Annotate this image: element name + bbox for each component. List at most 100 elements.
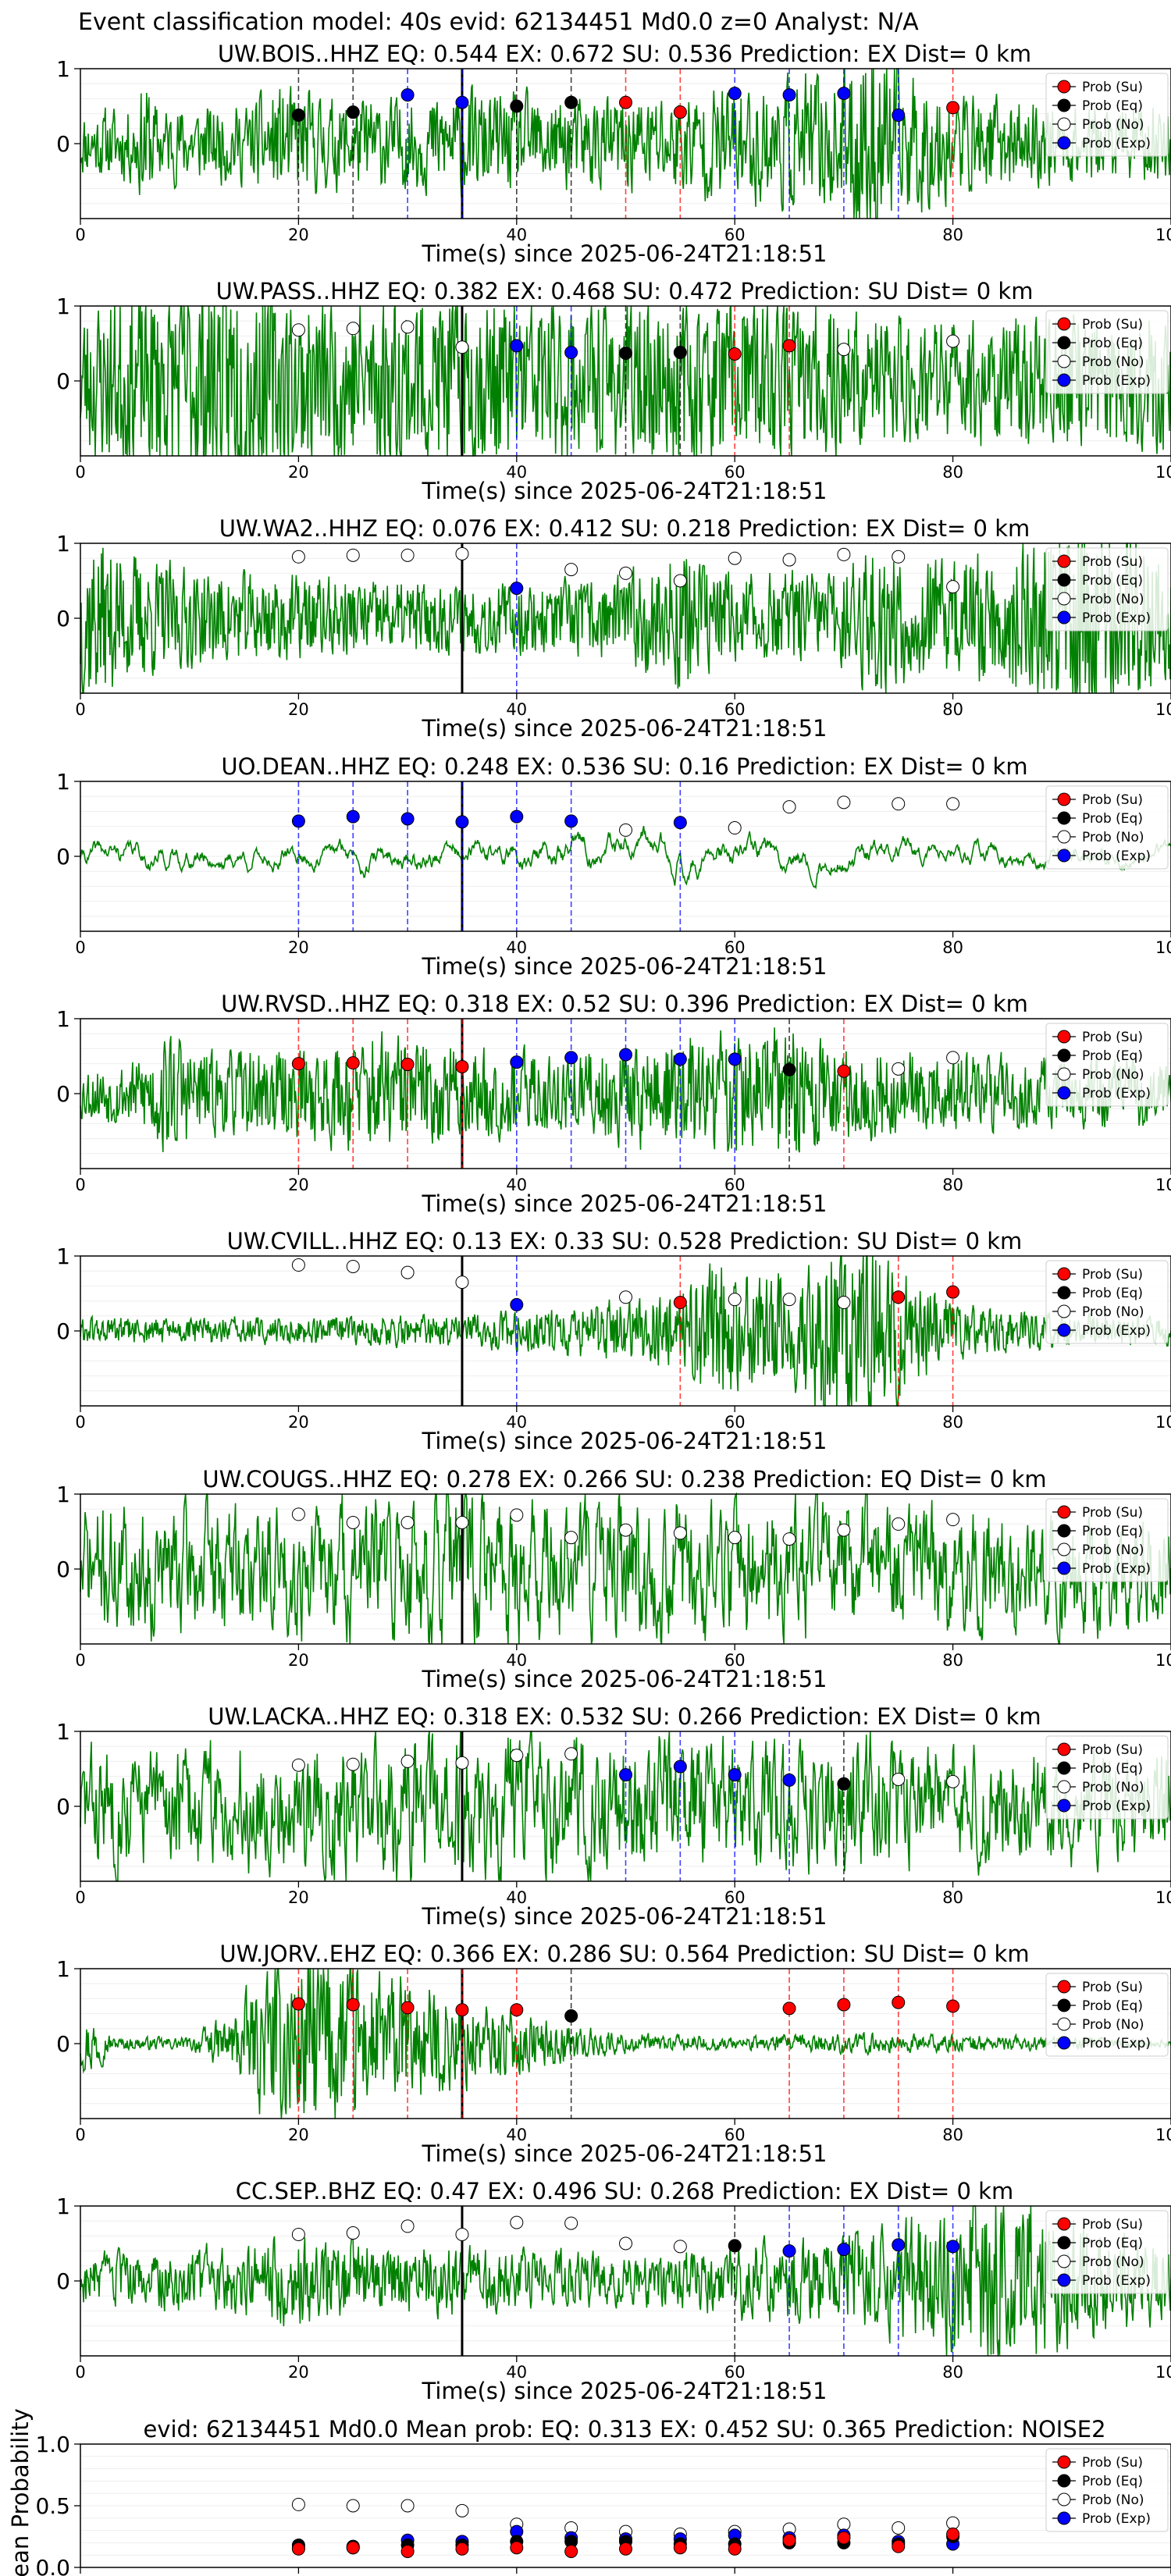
prob-marker-no (564, 1531, 578, 1545)
panel-title: UW.JORV..EHZ EQ: 0.366 EX: 0.286 SU: 0.5… (219, 1941, 1029, 1967)
panel-UW.CVILL..HHZ: UW.CVILL..HHZ EQ: 0.13 EX: 0.33 SU: 0.52… (56, 1228, 1171, 1454)
panel-UW.WA2..HHZ: UW.WA2..HHZ EQ: 0.076 EX: 0.412 SU: 0.21… (56, 515, 1171, 742)
x-tick-label: 40 (506, 1651, 527, 1670)
panel-mean-probability: evid: 62134451 Md0.0 Mean prob: EQ: 0.31… (7, 2408, 1171, 2576)
x-tick-label: 60 (724, 1888, 746, 1907)
x-tick-label: 20 (288, 1176, 309, 1194)
prob-marker-no (455, 1515, 469, 1529)
x-tick-label: 20 (288, 463, 309, 482)
x-tick-label: 40 (506, 2126, 527, 2144)
legend-marker-no (1057, 2017, 1071, 2031)
prob-marker-su (619, 95, 632, 109)
legend-label-eq: Prob (Eq) (1082, 1286, 1143, 1301)
x-tick-label: 60 (724, 2126, 746, 2144)
prob-marker-su (946, 101, 960, 115)
prob-marker-no (619, 2236, 632, 2250)
prob-marker-eq (782, 1062, 796, 1076)
x-tick-label: 60 (724, 463, 746, 482)
legend-label-su: Prob (Su) (1082, 1267, 1143, 1283)
x-axis-label: Time(s) since 2025-06-24T21:18:51 (422, 1666, 828, 1692)
prob-marker-no (619, 1523, 632, 1537)
legend-box-0 (1045, 73, 1169, 157)
x-tick-label: 20 (288, 226, 309, 244)
prob-marker-no (892, 797, 906, 811)
prob-marker-exp (564, 346, 578, 360)
prob-marker-no (673, 574, 687, 588)
y-tick-label: 1 (56, 2194, 70, 2219)
legend-label-su: Prob (Su) (1082, 1980, 1143, 1995)
panel-title: CC.SEP..BHZ EQ: 0.47 EX: 0.496 SU: 0.268… (236, 2178, 1013, 2204)
legend-box-10 (1045, 2448, 1169, 2532)
prob-marker-no (400, 1265, 415, 1279)
x-tick-label: 100 (1155, 1651, 1171, 1670)
prob-marker-no (564, 2216, 578, 2230)
legend-marker-exp (1057, 136, 1071, 150)
x-tick-label: 80 (942, 2363, 963, 2382)
x-tick-label: 0 (75, 1651, 85, 1670)
legend-marker-eq (1057, 1286, 1071, 1300)
x-tick-label: 0 (75, 2574, 85, 2576)
prob-marker-eq (673, 346, 687, 360)
waveform-trace (80, 543, 1171, 694)
panel-title: UW.LACKA..HHZ EQ: 0.318 EX: 0.532 SU: 0.… (208, 1703, 1041, 1730)
prob-marker-no (346, 322, 360, 336)
x-tick-label: 100 (1155, 2574, 1171, 2576)
waveform-trace (80, 825, 1171, 890)
prob-marker-no (837, 343, 851, 357)
legend-marker-no (1057, 1067, 1071, 1081)
legend-marker-su (1057, 1742, 1071, 1756)
prob-marker-exp (837, 87, 851, 101)
legend-marker-exp (1057, 2036, 1071, 2050)
prob-marker-exp (892, 109, 906, 123)
prob-marker-exp (510, 1055, 524, 1069)
x-tick-label: 80 (942, 226, 963, 244)
legend-box-2 (1045, 547, 1169, 632)
legend-marker-no (1057, 592, 1071, 606)
prob-marker-exp (346, 809, 360, 824)
y-tick-label: 0 (56, 2268, 70, 2294)
y-tick-label: 1 (56, 1719, 70, 1745)
prob-marker-no (564, 1747, 578, 1761)
x-tick-label: 0 (75, 463, 85, 482)
prob-marker-no (400, 548, 415, 562)
panel-UW.RVSD..HHZ: UW.RVSD..HHZ EQ: 0.318 EX: 0.52 SU: 0.39… (56, 991, 1171, 1217)
y-tick-label: 1 (56, 1244, 70, 1269)
legend-marker-eq (1057, 1998, 1071, 2012)
x-tick-label: 100 (1155, 700, 1171, 719)
prob-marker-no (291, 1507, 305, 1521)
legend-label-exp: Prob (Exp) (1082, 2511, 1151, 2527)
legend-box-3 (1045, 785, 1169, 870)
prob-marker-su (837, 1064, 851, 1078)
prob-marker-su (455, 2003, 469, 2017)
x-tick-label: 0 (75, 2363, 85, 2382)
prob-marker-su (400, 2001, 415, 2015)
prob-marker-no (346, 2226, 360, 2240)
x-tick-label: 60 (724, 938, 746, 957)
prob-marker-no (400, 1754, 415, 1768)
figure-title: Event classification model: 40s evid: 62… (78, 9, 919, 36)
legend-box-8 (1045, 1973, 1169, 2057)
legend-marker-eq (1057, 573, 1071, 587)
x-axis-label: Time(s) since 2025-06-24T21:18:51 (422, 240, 828, 267)
legend-marker-eq (1057, 336, 1071, 350)
legend-marker-no (1057, 1542, 1071, 1557)
legend-marker-su (1057, 554, 1071, 568)
legend-marker-exp (1057, 849, 1071, 863)
legend-label-exp: Prob (Exp) (1082, 610, 1151, 626)
x-tick-label: 80 (942, 2574, 963, 2576)
mean-marker-no (291, 2497, 305, 2511)
prob-marker-exp (782, 2244, 796, 2258)
panels: UW.BOIS..HHZ EQ: 0.544 EX: 0.672 SU: 0.5… (7, 41, 1171, 2576)
prob-marker-no (346, 1259, 360, 1273)
prob-marker-su (673, 1296, 687, 1310)
prob-marker-no (673, 1526, 687, 1540)
legend-label-exp: Prob (Exp) (1082, 1086, 1151, 1101)
x-axis-label: Time(s) since 2025-06-24T21:18:51 (422, 2378, 828, 2404)
prob-marker-no (291, 1258, 305, 1272)
prob-marker-no (892, 550, 906, 564)
legend-marker-su (1057, 2455, 1071, 2469)
x-tick-label: 40 (506, 2363, 527, 2382)
prob-marker-exp (455, 95, 469, 109)
prob-marker-eq (346, 105, 360, 119)
mean-marker-su (946, 2527, 960, 2541)
